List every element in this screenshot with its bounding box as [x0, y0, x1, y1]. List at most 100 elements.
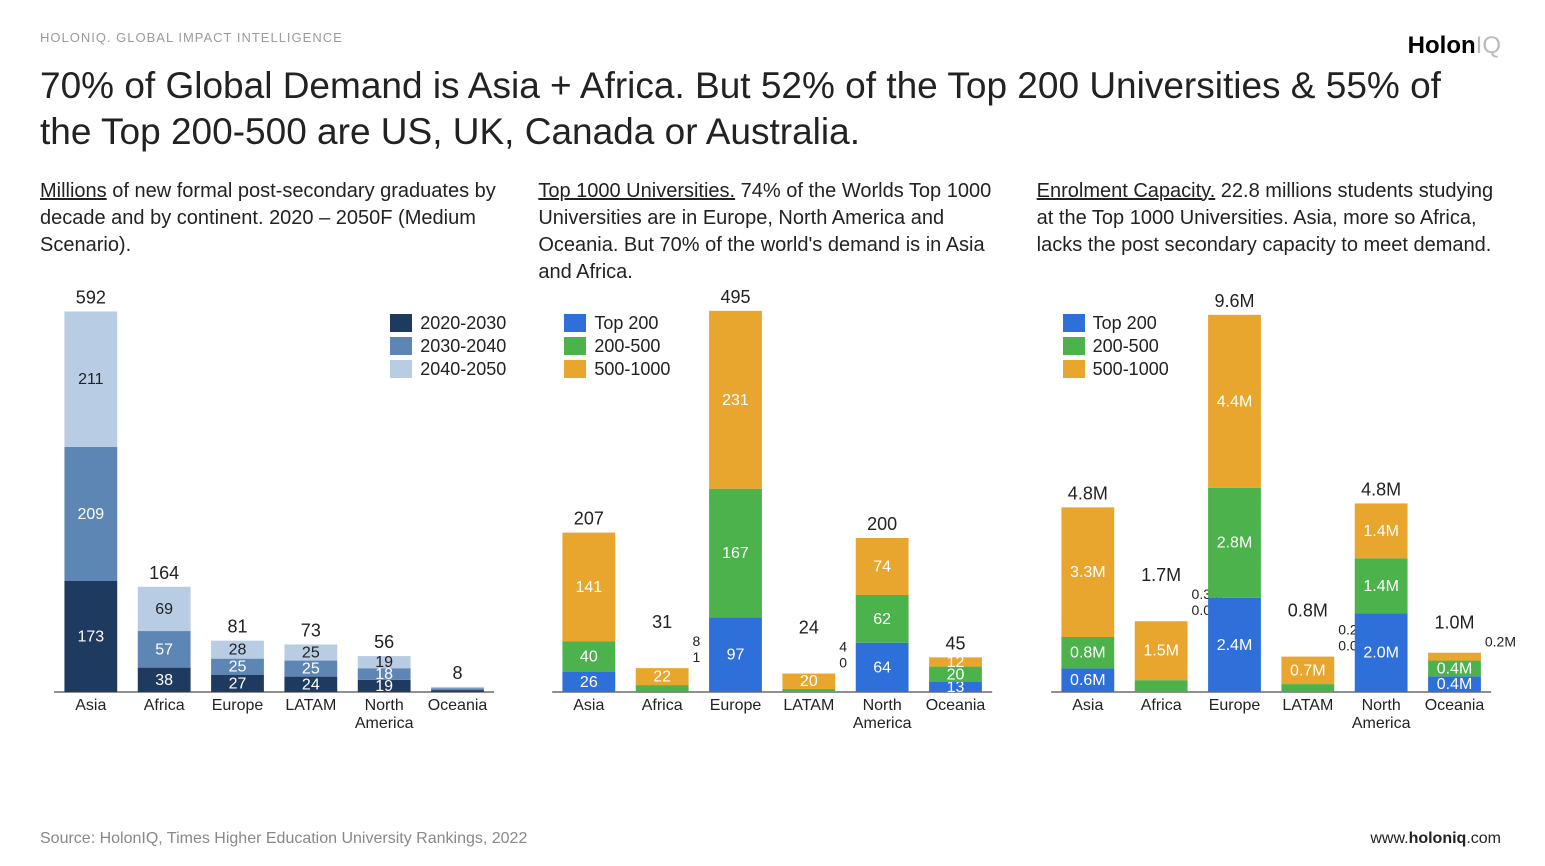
chart-2: 0.6M0.8M3.3M4.8MAsia1.5M0.3M0.0M1.7MAfri… [1037, 297, 1505, 747]
svg-text:North: North [863, 697, 902, 714]
panel-0-lead: Millions [40, 180, 107, 202]
svg-text:0.4M: 0.4M [1436, 676, 1472, 693]
svg-text:LATAM: LATAM [285, 697, 336, 714]
legend-swatch [564, 314, 586, 332]
svg-text:141: 141 [576, 578, 603, 595]
svg-text:2.4M: 2.4M [1216, 636, 1252, 653]
svg-text:45: 45 [946, 633, 966, 653]
svg-text:Africa: Africa [642, 697, 683, 714]
logo: HolonIQ [1408, 32, 1501, 60]
svg-text:Europe: Europe [710, 697, 762, 714]
legend-label: 2040-2050 [420, 359, 506, 380]
legend-label: 2030-2040 [420, 336, 506, 357]
svg-text:America: America [355, 715, 414, 732]
eyebrow: HOLONIQ. GLOBAL IMPACT INTELLIGENCE [40, 30, 1505, 45]
source-text: Source: HolonIQ, Times Higher Education … [40, 830, 527, 848]
chart-0: 173209211592Asia385769164Africa27252881E… [40, 297, 508, 747]
svg-text:211: 211 [78, 371, 104, 388]
svg-text:North: North [1361, 697, 1400, 714]
legend-item: 200-500 [1063, 336, 1169, 357]
svg-text:1.4M: 1.4M [1363, 577, 1399, 594]
svg-text:North: North [365, 697, 404, 714]
legend-item: 2030-2040 [390, 336, 506, 357]
panel-2-desc: Enrolment Capacity. 22.8 millions studen… [1037, 178, 1505, 293]
svg-text:1.4M: 1.4M [1363, 522, 1399, 539]
panel-2: Enrolment Capacity. 22.8 millions studen… [1037, 178, 1505, 747]
svg-text:1: 1 [693, 649, 701, 665]
legend-label: 2020-2030 [420, 313, 506, 334]
legend: 2020-20302030-20402040-2050 [390, 313, 506, 382]
svg-text:231: 231 [722, 391, 749, 408]
svg-text:4.4M: 4.4M [1216, 393, 1252, 410]
svg-text:12: 12 [947, 653, 965, 670]
svg-text:1.0M: 1.0M [1434, 612, 1474, 632]
legend: Top 200200-500500-1000 [564, 313, 670, 382]
svg-text:22: 22 [654, 668, 672, 685]
svg-text:97: 97 [727, 646, 745, 663]
svg-text:Asia: Asia [1072, 697, 1103, 714]
legend-swatch [564, 360, 586, 378]
legend-item: Top 200 [564, 313, 670, 334]
panel-1-desc: Top 1000 Universities. 74% of the Worlds… [538, 178, 1006, 293]
panel-2-lead: Enrolment Capacity. [1037, 180, 1216, 202]
legend-label: Top 200 [1093, 313, 1157, 334]
svg-text:27: 27 [229, 675, 247, 692]
legend-swatch [390, 314, 412, 332]
svg-text:0.8M: 0.8M [1287, 600, 1327, 620]
svg-text:4: 4 [840, 638, 848, 654]
svg-text:25: 25 [302, 660, 320, 677]
svg-text:4.8M: 4.8M [1067, 483, 1107, 503]
svg-text:167: 167 [722, 545, 749, 562]
svg-text:2.8M: 2.8M [1216, 534, 1252, 551]
svg-text:8: 8 [452, 662, 462, 682]
svg-text:0.8M: 0.8M [1070, 644, 1106, 661]
svg-text:25: 25 [229, 658, 247, 675]
legend-item: 2040-2050 [390, 359, 506, 380]
svg-text:Oceania: Oceania [926, 697, 986, 714]
svg-text:0.7M: 0.7M [1290, 662, 1326, 679]
svg-text:62: 62 [874, 610, 892, 627]
svg-text:28: 28 [229, 641, 247, 658]
svg-text:57: 57 [155, 641, 173, 658]
svg-text:0.4M: 0.4M [1436, 660, 1472, 677]
svg-text:1.5M: 1.5M [1143, 642, 1179, 659]
svg-text:Africa: Africa [1140, 697, 1181, 714]
svg-text:164: 164 [149, 562, 179, 582]
svg-text:Asia: Asia [574, 697, 605, 714]
legend-label: 200-500 [594, 336, 660, 357]
svg-text:Africa: Africa [144, 697, 185, 714]
legend: Top 200200-500500-1000 [1063, 313, 1169, 382]
panel-0-rest: of new formal post-secondary graduates b… [40, 180, 496, 256]
svg-text:64: 64 [874, 659, 892, 676]
svg-text:America: America [853, 715, 912, 732]
page-title: 70% of Global Demand is Asia + Africa. B… [40, 63, 1500, 156]
svg-text:24: 24 [799, 617, 819, 637]
svg-text:592: 592 [76, 287, 106, 307]
legend-swatch [564, 337, 586, 355]
panels: Millions of new formal post-secondary gr… [40, 178, 1505, 747]
logo-light: IQ [1476, 32, 1501, 59]
page: HOLONIQ. GLOBAL IMPACT INTELLIGENCE Holo… [0, 0, 1545, 866]
svg-text:24: 24 [302, 676, 320, 693]
svg-text:0.2M: 0.2M [1485, 633, 1516, 649]
legend-item: 500-1000 [1063, 359, 1169, 380]
svg-text:LATAM: LATAM [784, 697, 835, 714]
svg-text:73: 73 [301, 620, 321, 640]
svg-text:173: 173 [77, 628, 104, 645]
svg-text:LATAM: LATAM [1282, 697, 1333, 714]
svg-text:207: 207 [574, 508, 604, 528]
legend-item: 200-500 [564, 336, 670, 357]
svg-text:81: 81 [227, 616, 247, 636]
panel-1: Top 1000 Universities. 74% of the Worlds… [538, 178, 1006, 747]
svg-text:40: 40 [580, 648, 598, 665]
legend-swatch [1063, 360, 1085, 378]
legend-swatch [1063, 337, 1085, 355]
svg-text:3.3M: 3.3M [1070, 564, 1106, 581]
panel-1-lead: Top 1000 Universities. [538, 180, 735, 202]
legend-label: 200-500 [1093, 336, 1159, 357]
svg-text:26: 26 [580, 673, 598, 690]
svg-text:25: 25 [302, 644, 320, 661]
svg-text:209: 209 [77, 505, 104, 522]
legend-label: Top 200 [594, 313, 658, 334]
panel-0-desc: Millions of new formal post-secondary gr… [40, 178, 508, 293]
